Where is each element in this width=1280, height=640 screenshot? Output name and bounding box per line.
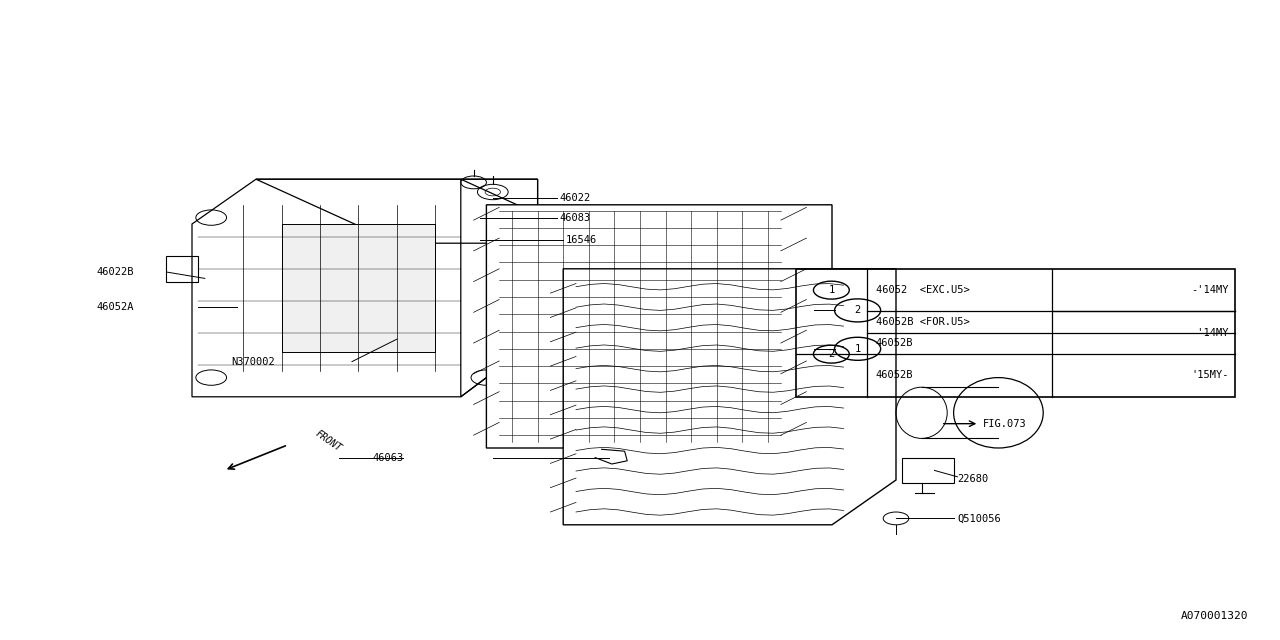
Text: FRONT: FRONT [314, 428, 343, 453]
Text: 46022: 46022 [559, 193, 590, 204]
Text: 46063: 46063 [372, 452, 403, 463]
Text: 16546: 16546 [566, 235, 596, 245]
Text: 46083: 46083 [559, 212, 590, 223]
Polygon shape [486, 205, 832, 448]
Text: Q510056: Q510056 [957, 513, 1001, 524]
Text: 46052B <FOR.U5>: 46052B <FOR.U5> [876, 317, 969, 327]
Text: '15MY-: '15MY- [1192, 371, 1229, 380]
Text: 1: 1 [855, 344, 860, 354]
Text: 46052B: 46052B [876, 371, 913, 380]
Bar [796, 269, 1235, 397]
Polygon shape [282, 224, 435, 352]
Text: 2: 2 [855, 305, 860, 316]
Text: 46052B: 46052B [876, 339, 913, 348]
Text: FIG.073: FIG.073 [983, 419, 1027, 429]
Text: -'14MY: -'14MY [1192, 285, 1229, 295]
Text: A070001320: A070001320 [1180, 611, 1248, 621]
Text: -'14MY: -'14MY [1192, 328, 1229, 338]
Text: 46022B: 46022B [97, 267, 134, 277]
Text: 46052  <EXC.U5>: 46052 <EXC.U5> [876, 285, 969, 295]
Text: 1: 1 [828, 285, 835, 295]
Text: N370002: N370002 [232, 356, 275, 367]
Text: 22680: 22680 [957, 474, 988, 484]
Polygon shape [563, 269, 896, 525]
Text: 2: 2 [828, 349, 835, 359]
Text: 46052A: 46052A [97, 302, 134, 312]
